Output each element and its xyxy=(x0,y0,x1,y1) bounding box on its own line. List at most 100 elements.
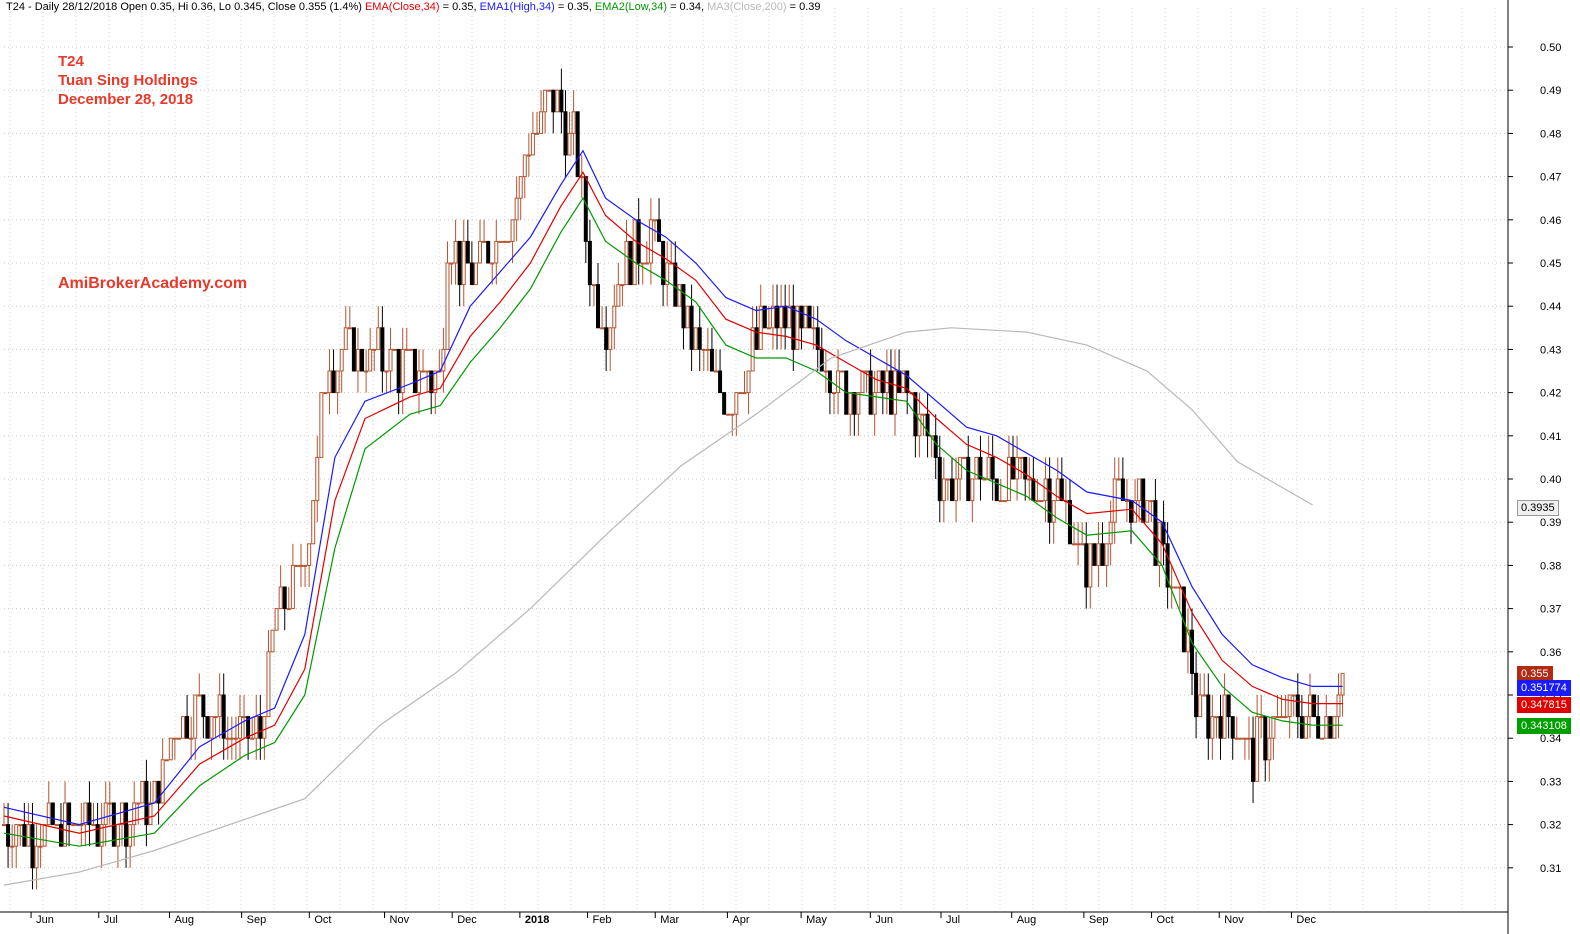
price-bar-body xyxy=(587,240,592,286)
price-bar-body xyxy=(685,305,690,329)
price-bar-body xyxy=(905,370,910,394)
price-bar-body xyxy=(115,824,120,847)
price-bar-body xyxy=(1047,478,1052,523)
price-bar-body xyxy=(1084,543,1089,588)
price-bar-body xyxy=(1222,694,1227,739)
price-bar-body xyxy=(1059,478,1064,502)
price-bar-body xyxy=(18,824,23,827)
price-bar-body xyxy=(1299,716,1304,739)
price-bar-body xyxy=(404,348,409,351)
price-bar-body xyxy=(482,240,487,243)
price-bar-body xyxy=(652,219,657,222)
price-bar-body xyxy=(718,370,723,394)
price-bar-body xyxy=(1023,456,1028,480)
price-bar-body xyxy=(225,737,230,740)
price-bar-body xyxy=(1153,500,1158,566)
price-bar-body xyxy=(1185,629,1190,653)
price-bar-body xyxy=(1303,716,1308,739)
y-tick-label: 0.43 xyxy=(1540,344,1561,356)
y-tick-label: 0.47 xyxy=(1540,172,1561,184)
price-bar-body xyxy=(294,564,299,567)
price-bar-body xyxy=(319,392,324,458)
y-tick-label: 0.42 xyxy=(1540,388,1561,400)
price-bar-body xyxy=(412,348,417,394)
price-bar-body xyxy=(246,716,251,739)
price-bar-body xyxy=(998,500,1003,503)
price-bar-body xyxy=(34,845,39,869)
price-bar-body xyxy=(392,348,397,351)
price-bar-body xyxy=(132,802,137,826)
price-bar-body xyxy=(673,262,678,307)
price-bar-body xyxy=(502,240,507,243)
last-value-tag: 0.343108 xyxy=(1517,717,1571,734)
price-bar-body xyxy=(775,305,780,329)
price-bar-body xyxy=(58,824,63,847)
last-value-tag: 0.3935 xyxy=(1517,500,1559,517)
price-bar-body xyxy=(864,370,869,373)
price-bar-body xyxy=(852,392,857,415)
price-bar-body xyxy=(71,824,76,827)
price-bar-body xyxy=(1055,478,1060,502)
price-bar-body xyxy=(1194,672,1199,718)
price-bar-body xyxy=(693,327,698,350)
price-bar-body xyxy=(473,262,478,286)
price-bar-body xyxy=(274,608,279,631)
price-bar-body xyxy=(364,370,369,373)
price-bar-body xyxy=(551,89,556,113)
price-bar-body xyxy=(185,716,190,739)
price-bar-body xyxy=(1157,521,1162,566)
price-bar-body xyxy=(266,651,271,718)
price-bar-body xyxy=(50,802,55,826)
price-bar-body xyxy=(1291,694,1296,697)
price-bar-body xyxy=(1226,694,1231,718)
price-bar-body xyxy=(640,262,645,265)
price-bar-body xyxy=(608,327,613,350)
price-bar-body xyxy=(396,348,401,394)
price-bar-body xyxy=(193,694,198,739)
price-bar-body xyxy=(498,240,503,243)
price-bar-body xyxy=(351,327,356,372)
price-bar-body xyxy=(262,716,267,739)
price-bar-body xyxy=(46,802,51,826)
price-bar-body xyxy=(1165,543,1170,588)
price-bar-body xyxy=(282,586,287,610)
price-bar-body xyxy=(1259,716,1264,719)
price-bar-body xyxy=(730,413,735,416)
price-bar-body xyxy=(1332,716,1337,739)
price-bar-body xyxy=(547,89,552,92)
price-bar-body xyxy=(164,759,169,762)
price-bar-body xyxy=(242,716,247,719)
price-bar-body xyxy=(1043,478,1048,502)
price-bar-body xyxy=(156,780,161,804)
price-bar-body xyxy=(303,564,308,567)
price-bar-body xyxy=(1230,716,1235,739)
price-bar-body xyxy=(766,327,771,330)
price-bar-body xyxy=(339,348,344,372)
price-bar-body xyxy=(1096,543,1101,566)
price-bar-body xyxy=(762,305,767,329)
price-bar-body xyxy=(1279,716,1284,719)
price-bar-body xyxy=(217,694,222,718)
price-bar-body xyxy=(1271,716,1276,739)
price-bar-body xyxy=(103,802,108,826)
price-bar-body xyxy=(433,370,438,394)
x-month-label: Jul xyxy=(104,914,118,926)
price-bar-body xyxy=(783,305,788,329)
price-bar-body xyxy=(648,219,653,264)
price-bar-body xyxy=(168,737,173,761)
price-bar-body xyxy=(91,824,96,827)
price-bar-body xyxy=(457,240,462,286)
price-bar-body xyxy=(331,370,336,394)
price-bar-body xyxy=(945,478,950,481)
price-bar-body xyxy=(644,262,649,265)
price-bar-body xyxy=(258,716,263,739)
price-bar-body xyxy=(665,262,670,286)
price-bar-body xyxy=(986,456,991,480)
price-bar-body xyxy=(1141,478,1146,523)
price-bar-body xyxy=(697,327,702,350)
price-bar-body xyxy=(856,392,861,415)
price-bar-body xyxy=(494,240,499,264)
price-bar-body xyxy=(1088,543,1093,588)
indicator-line-ema xyxy=(3,171,1343,834)
y-tick-label: 0.44 xyxy=(1540,301,1561,313)
